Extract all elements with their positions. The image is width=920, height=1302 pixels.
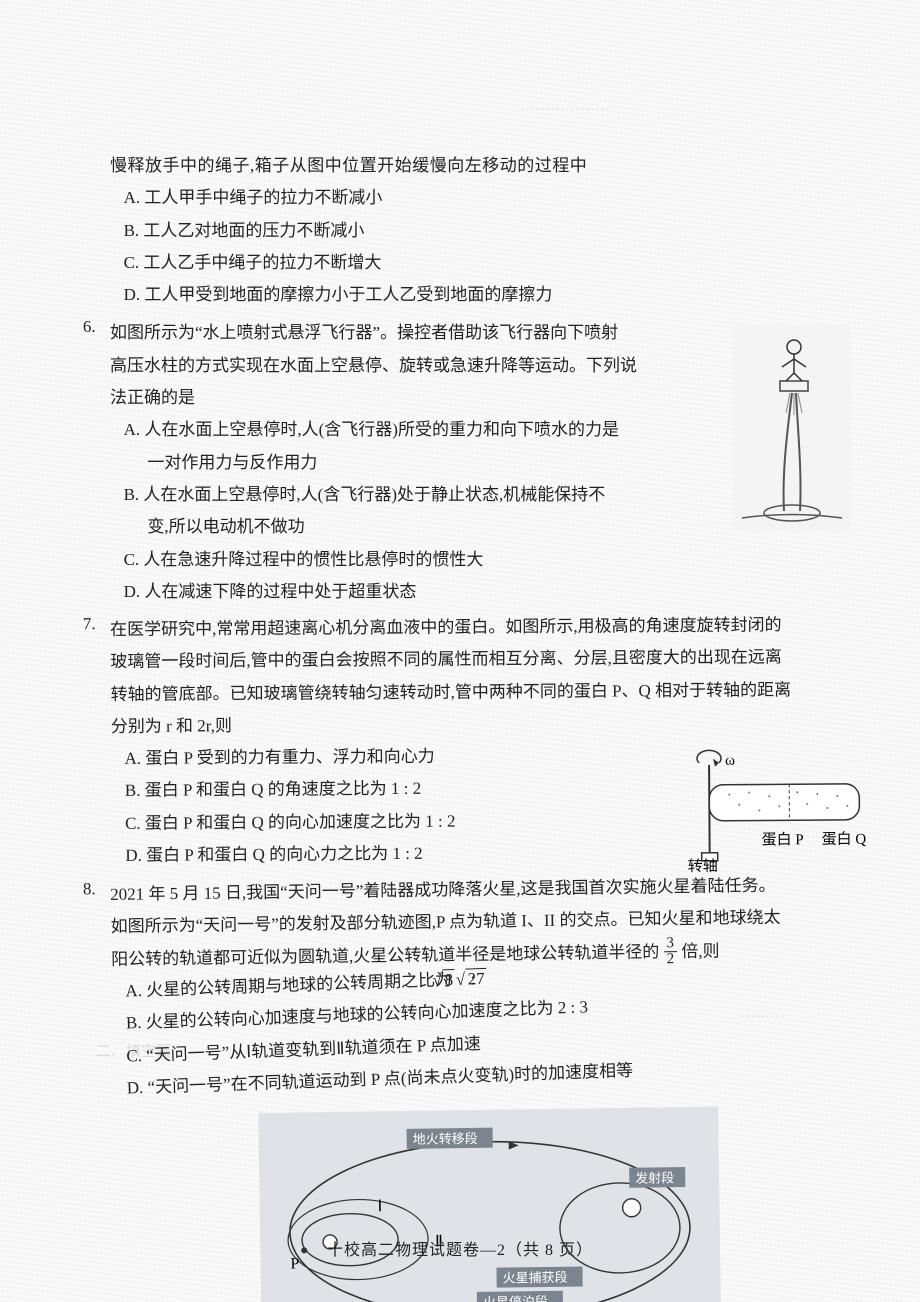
q7-stem-3: 转轴的管底部。已知玻璃管绕转轴匀速转动时,管中两种不同的蛋白 P、Q 相对于转轴… — [110, 680, 791, 704]
q8-figure-orbit: P Ⅱ Ⅰ 地火转移段 发射段 火星捕获段 火星停泊段 — [258, 1106, 721, 1302]
q7-option-a: A. 蛋白 P 受到的力有重力、浮力和向心力 — [111, 740, 651, 776]
q8-a-pre: A. 火星的公转周期与地球的公转周期之比为 — [125, 970, 452, 1000]
q8-fig-capture: 火星捕获段 — [503, 1270, 568, 1286]
q6: 6. 如图所示为“水上喷射式悬浮飞行器”。操控者借助该飞行器向下喷射 高压水柱的… — [110, 317, 860, 608]
q8-fig-transfer: 地火转移段 — [413, 1131, 478, 1147]
q6-option-d: D. 人在减速下降的过程中处于超重状态 — [110, 576, 860, 608]
q8-number: 8. — [83, 879, 96, 899]
q8-fig-i: Ⅰ — [377, 1198, 382, 1215]
q5-option-a: A. 工人甲手中绳子的拉力不断减小 — [110, 182, 860, 214]
q6-figure-jet — [732, 323, 852, 533]
q8-fig-launch: 发射段 — [635, 1170, 674, 1186]
q7-figure-centrifuge: ω 转轴 蛋白 P 蛋白 Q — [679, 744, 880, 875]
exam-page: ……………… 二、填空题 ……… 慢释放手中的绳子,箱子从图中位置开始缓慢向左移… — [0, 0, 920, 1302]
q6-stem-line1: 如图所示为“水上喷射式悬浮飞行器”。操控者借助该飞行器向下喷射 — [110, 323, 618, 342]
q7-number: 7. — [83, 614, 96, 634]
q6-b-line1: B. 人在水面上空悬停时,人(含飞行器)处于静止状态,机械能保持不 — [124, 485, 606, 504]
q7-stem: 在医学研究中,常常用超速离心机分离血液中的蛋白。如图所示,用极高的角速度旋转封闭… — [110, 609, 861, 743]
q7-stem-4: 分别为 r 和 2r,则 — [111, 716, 232, 736]
q8-a-sqrt2: 27 — [479, 963, 490, 996]
q7-option-c: C. 蛋白 P 和蛋白 Q 的向心加速度之比为 1 : 2 — [111, 804, 651, 840]
q5-tail: 慢释放手中的绳子,箱子从图中位置开始缓慢向左移动的过程中 A. 工人甲手中绳子的… — [110, 150, 860, 311]
q6-a-line2: 一对作用力与反作用力 — [147, 453, 317, 472]
page-footer: 十校高二物理试题卷—2（共 8 页） — [0, 1236, 920, 1260]
q6-option-c: C. 人在急速升降过程中的惯性比悬停时的惯性大 — [110, 544, 860, 576]
q7-stem-2: 玻璃管一段时间后,管中的蛋白会按照不同的属性而相互分离、分层,且密度大的出现在远… — [110, 648, 782, 672]
q5-option-b: B. 工人乙对地面的压力不断减小 — [110, 215, 860, 247]
q7: 7. 在医学研究中,常常用超速离心机分离血液中的蛋白。如图所示,用极高的角速度旋… — [110, 609, 862, 873]
q6-stem-line2: 高压水柱的方式实现在水面上空悬停、旋转或急速升降等运动。下列说 — [110, 356, 637, 375]
q6-b-line2: 变,所以电动机不做功 — [147, 517, 304, 536]
q6-stem-line3: 法正确的是 — [110, 388, 195, 407]
q7-option-d: D. 蛋白 P 和蛋白 Q 的向心力之比为 1 : 2 — [112, 836, 652, 872]
q8-stem-1: 2021 年 5 月 15 日,我国“天问一号”着陆器成功降落火星,这是我国首次… — [110, 875, 776, 903]
q8-frac-n: 3 — [663, 936, 677, 952]
q5-stem-tail: 慢释放手中的绳子,箱子从图中位置开始缓慢向左移动的过程中 — [110, 150, 860, 182]
q7-option-b: B. 蛋白 P 和蛋白 Q 的角速度之比为 1 : 2 — [111, 772, 651, 808]
q7-fig-omega: ω — [725, 753, 735, 769]
q6-a-line1: A. 人在水面上空悬停时,人(含飞行器)所受的重力和向下喷水的力是 — [124, 420, 619, 439]
q6-number: 6. — [83, 317, 96, 337]
ghost-text: ……………… — [520, 98, 610, 115]
q5-option-d: D. 工人甲受到地面的摩擦力小于工人乙受到地面的摩擦力 — [110, 279, 860, 311]
q8-fig-park: 火星停泊段 — [483, 1294, 548, 1302]
q7-fig-q: 蛋白 Q — [822, 831, 867, 848]
q5-option-c: C. 工人乙手中绳子的拉力不断增大 — [110, 247, 860, 279]
q7-stem-1: 在医学研究中,常常用超速离心机分离血液中的蛋白。如图所示,用极高的角速度旋转封闭… — [110, 615, 782, 639]
q8-stem-2: 如图所示为“天问一号”的发射及部分轨迹图,P 点为轨道 I、II 的交点。已知火… — [111, 907, 781, 935]
q7-fig-p: 蛋白 P — [762, 832, 804, 849]
